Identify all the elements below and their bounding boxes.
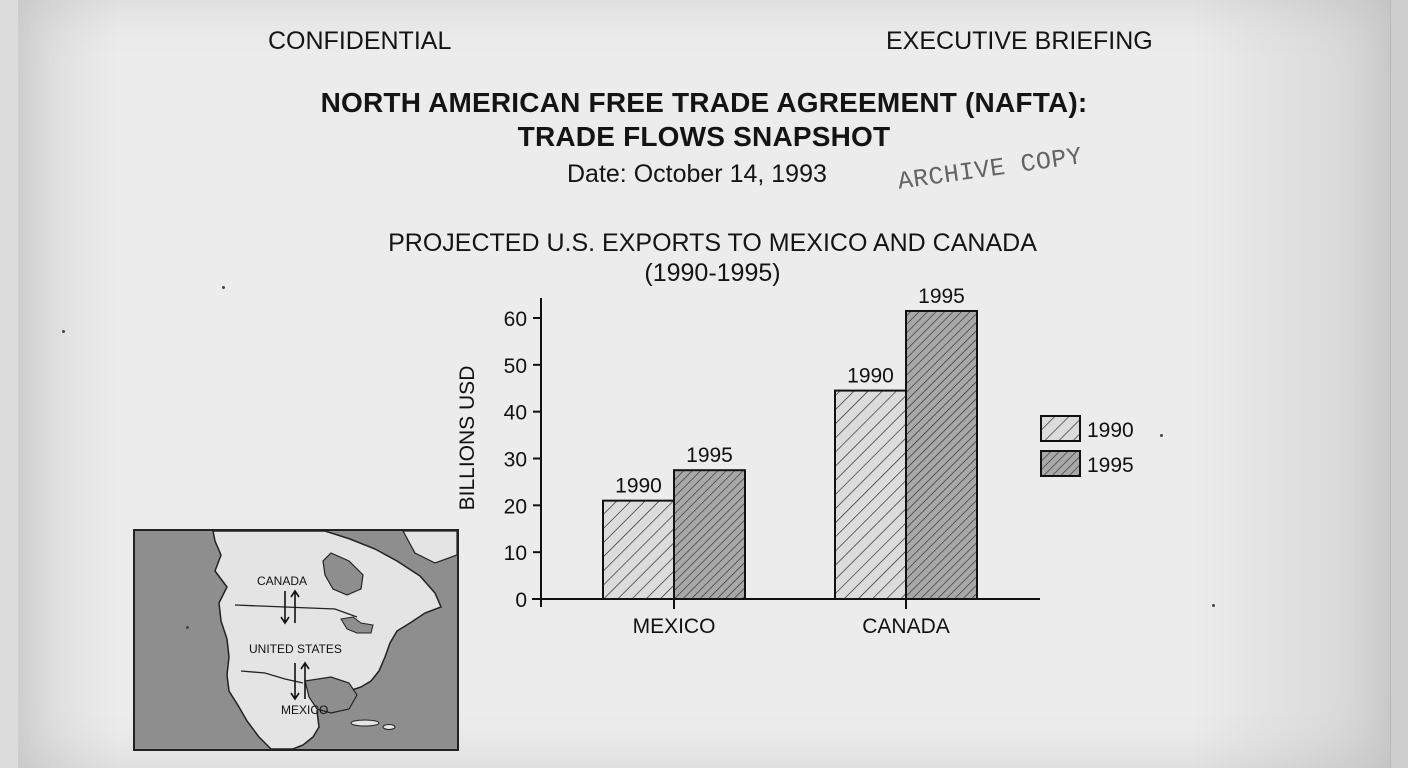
chart-title: PROJECTED U.S. EXPORTS TO MEXICO AND CAN…: [360, 228, 1065, 288]
page-binding: [1390, 0, 1408, 768]
page-shadow-left: [18, 0, 118, 768]
map-great-lakes: [340, 616, 374, 634]
bar-canada-1990: [834, 389, 907, 601]
chart-title-line-2: (1990-1995): [644, 259, 781, 287]
map-greenland: [402, 531, 457, 564]
document-title: NORTH AMERICAN FREE TRADE AGREEMENT (NAF…: [304, 86, 1104, 154]
map-landmass: [212, 531, 442, 749]
bidirectional-arrows-icon: [280, 589, 310, 701]
header-executive-briefing: EXECUTIVE BRIEFING: [886, 27, 1153, 55]
page-shadow-right: [1190, 0, 1390, 768]
paper-speck: [222, 286, 225, 289]
map-border-us-canada: [234, 604, 358, 618]
bar-canada-1995: [905, 309, 978, 600]
x-tick-label: CANADA: [862, 615, 950, 638]
chart-title-line-1: PROJECTED U.S. EXPORTS TO MEXICO AND CAN…: [388, 229, 1037, 257]
bar-mexico-1990: [602, 499, 675, 600]
header-confidential: CONFIDENTIAL: [268, 27, 452, 55]
bar-data-label: 1995: [918, 285, 965, 308]
legend-swatch-1990: [1040, 415, 1081, 442]
y-tick-label: 20: [504, 495, 527, 518]
document-title-line-1: NORTH AMERICAN FREE TRADE AGREEMENT (NAF…: [320, 87, 1088, 118]
bar-data-label: 1990: [615, 475, 662, 498]
y-tick-label: 30: [504, 449, 527, 472]
map-label-united-states: UNITED STATES: [249, 642, 342, 656]
map-gulf-of-mexico: [304, 676, 358, 714]
legend-label: 1995: [1087, 454, 1134, 477]
paper-speck: [186, 626, 189, 629]
document-title-line-2: TRADE FLOWS SNAPSHOT: [517, 121, 891, 152]
legend-label: 1990: [1087, 419, 1134, 442]
map-label-mexico: MEXICO: [281, 703, 328, 717]
map-hispaniola: [382, 724, 396, 730]
y-tick-label: 10: [504, 542, 527, 565]
bar-mexico-1995: [673, 469, 746, 601]
map-cuba: [350, 719, 380, 727]
bar-data-label: 1990: [847, 365, 894, 388]
document-date: Date: October 14, 1993: [567, 160, 827, 188]
y-tick-label: 40: [504, 402, 527, 425]
map-label-canada: CANADA: [257, 574, 307, 588]
map-drawing: CANADA UNITED STATES MEXICO: [212, 531, 457, 749]
map-hudson-bay: [322, 552, 364, 596]
paper-speck: [1160, 434, 1163, 437]
north-america-map: CANADA UNITED STATES MEXICO: [133, 529, 459, 751]
map-border-us-mexico: [240, 670, 304, 684]
y-tick-label: 60: [504, 308, 527, 331]
x-tick-label: MEXICO: [633, 615, 716, 638]
y-axis-label: BILLIONS USD: [456, 366, 479, 511]
paper-speck: [62, 330, 65, 333]
legend-swatch-1995: [1040, 450, 1081, 477]
paper-speck: [1212, 604, 1215, 607]
y-tick-label: 50: [504, 355, 527, 378]
bar-data-label: 1995: [686, 444, 733, 467]
y-tick-label: 0: [515, 589, 527, 612]
